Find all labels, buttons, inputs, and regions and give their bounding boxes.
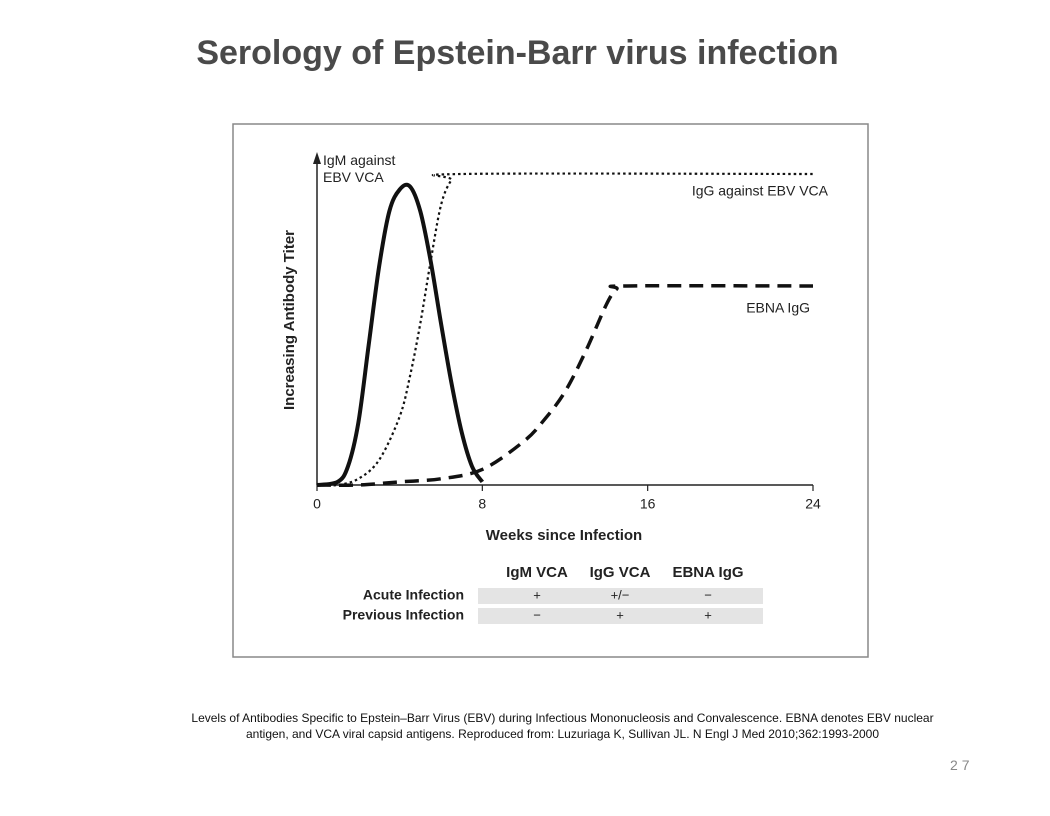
x-tick-label: 16	[640, 496, 656, 512]
table-header: EBNA IgG	[672, 564, 743, 581]
x-tick-label: 24	[805, 496, 821, 512]
x-tick-label: 8	[478, 496, 486, 512]
slide-title: Serology of Epstein-Barr virus infection	[196, 34, 839, 72]
table-cell: +	[616, 607, 624, 622]
y-axis-arrow	[313, 152, 321, 164]
series-line	[316, 283, 814, 487]
series-label: EBNA IgG	[746, 300, 810, 316]
x-axis-label: Weeks since Infection	[486, 527, 642, 544]
page-number: 27	[950, 757, 974, 773]
table-row-label: Acute Infection	[363, 587, 464, 603]
table-header: IgG VCA	[590, 564, 651, 581]
table-cell: +	[704, 607, 712, 622]
y-axis-label: Increasing Antibody Titer	[281, 230, 298, 410]
table-row-band	[478, 608, 763, 624]
table-cell: +	[533, 587, 541, 602]
figure-frame	[232, 123, 869, 658]
table-cell: −	[533, 607, 541, 622]
table-row-band	[478, 588, 763, 604]
table-cell: −	[704, 587, 712, 602]
series-label: IgM against EBV VCA	[323, 152, 396, 185]
table-cell: +/−	[611, 587, 630, 602]
x-tick-label: 0	[313, 496, 321, 512]
table-row-label: Previous Infection	[343, 607, 464, 623]
series-line	[316, 182, 484, 487]
table-header: IgM VCA	[506, 564, 568, 581]
series-label: IgG against EBV VCA	[692, 183, 829, 199]
caption: Levels of Antibodies Specific to Epstein…	[191, 711, 934, 741]
series-line	[316, 172, 814, 487]
